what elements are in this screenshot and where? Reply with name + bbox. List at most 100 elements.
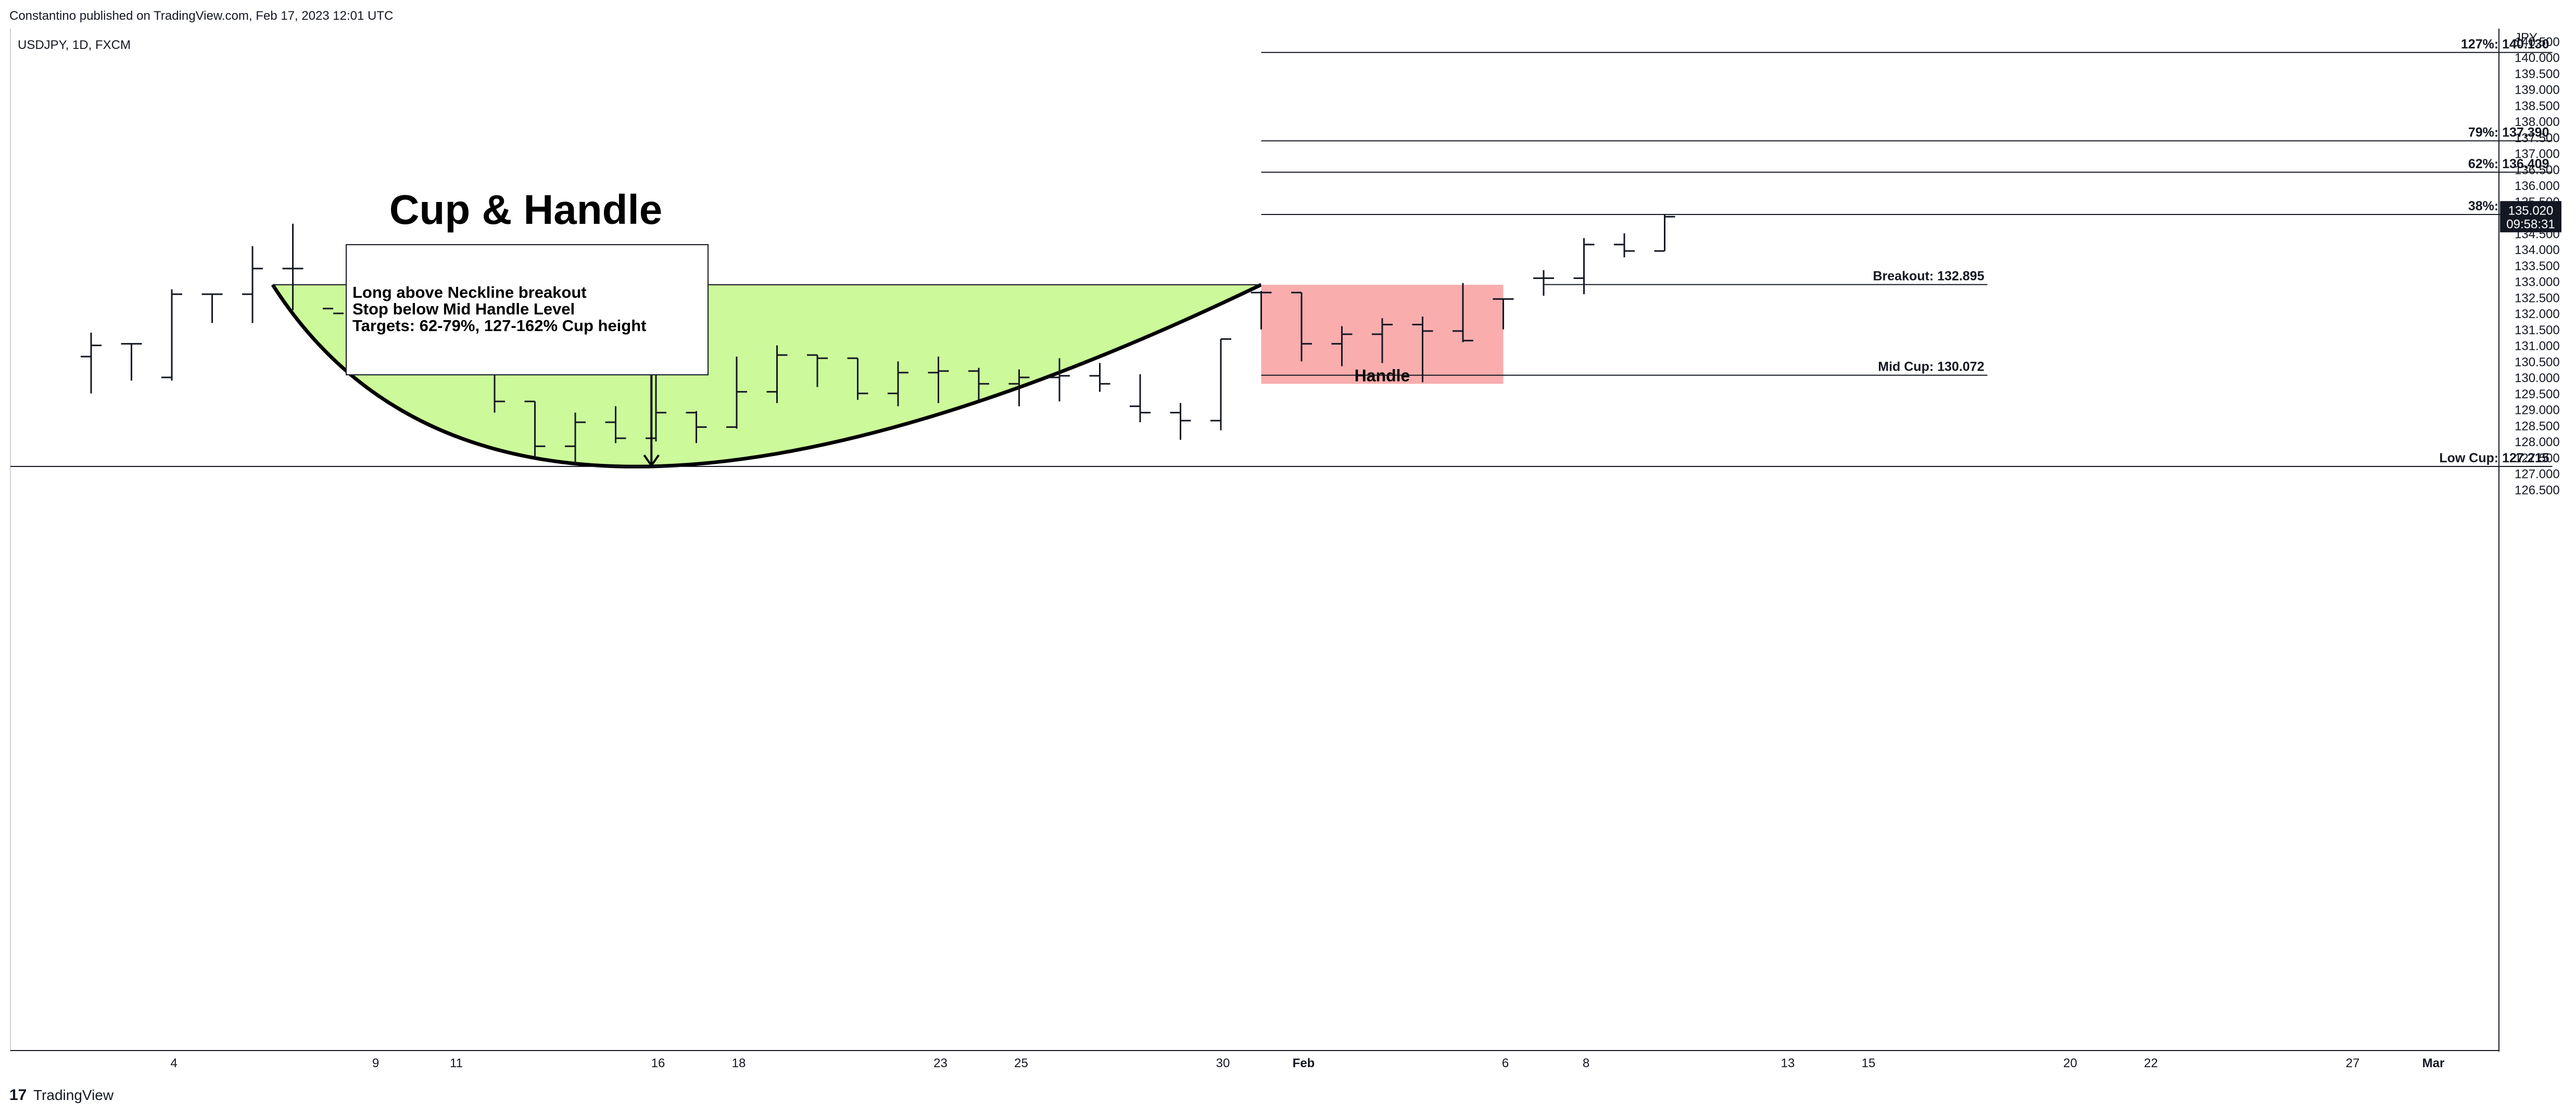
axis-currency-label: JPY	[2515, 31, 2537, 45]
price-tick-label: 126.500	[2515, 483, 2560, 497]
price-tick-label: 136.500	[2515, 163, 2560, 177]
ohlc-bar	[807, 354, 828, 387]
info-line-1: Long above Neckline breakout	[352, 283, 587, 301]
ohlc-bar	[1372, 318, 1393, 363]
price-tick-label: 136.000	[2515, 179, 2560, 193]
ohlc-bar	[282, 223, 304, 310]
price-tick-label: 138.500	[2515, 99, 2560, 113]
price-tick-label: 131.500	[2515, 323, 2560, 337]
time-tick-label: 13	[1781, 1056, 1795, 1070]
time-tick-label: 18	[732, 1056, 746, 1070]
last-price-value: 135.020	[2508, 204, 2554, 218]
height-arrow-head-bottom	[643, 454, 660, 467]
ohlc-bar	[605, 406, 626, 444]
price-tick-label: 138.000	[2515, 115, 2560, 129]
ohlc-bars	[81, 214, 1675, 464]
ohlc-bar	[1210, 338, 1231, 431]
price-tick-label: 127.000	[2515, 467, 2560, 482]
price-tick-label: 132.000	[2515, 307, 2560, 321]
time-tick-label: 6	[1502, 1056, 1509, 1070]
ohlc-bar	[686, 411, 707, 444]
time-tick-label: 11	[450, 1056, 463, 1070]
ohlc-bar	[888, 361, 908, 407]
level-label: Low Cup: 127.215	[2439, 451, 2549, 465]
price-tick-label: 134.000	[2515, 243, 2560, 257]
price-tick-label: 132.500	[2515, 291, 2560, 305]
level-label: Breakout: 132.895	[1873, 269, 1984, 284]
ohlc-bar	[1453, 283, 1473, 343]
ohlc-bar	[1412, 317, 1433, 383]
ohlc-bar	[1008, 369, 1030, 407]
price-tick-label: 133.000	[2515, 275, 2560, 289]
tradingview-logo[interactable]: 17 TradingView	[9, 1086, 114, 1104]
info-line-3: Targets: 62-79%, 127-162% Cup height	[352, 317, 647, 335]
publisher-line: Constantino published on TradingView.com…	[9, 9, 393, 23]
time-tick-label: 4	[170, 1056, 177, 1070]
bar-countdown: 09:58:31	[2506, 217, 2555, 231]
chart-title[interactable]: Cup & Handle	[389, 186, 662, 233]
ohlc-bar	[1089, 363, 1110, 392]
time-tick-label: 16	[651, 1056, 665, 1070]
ohlc-bar	[766, 345, 788, 403]
ohlc-bar	[1331, 326, 1353, 366]
price-tick-label: 130.000	[2515, 371, 2560, 385]
price-tick-label: 127.500	[2515, 451, 2560, 465]
level-label: 127%: 140.130	[2461, 37, 2549, 52]
ohlc-bar	[1170, 403, 1191, 440]
ohlc-bar	[1130, 374, 1151, 423]
time-tick-label: 25	[1014, 1056, 1028, 1070]
time-tick-label: 9	[372, 1056, 379, 1070]
time-tick-label: Feb	[1293, 1056, 1315, 1070]
price-tick-label: 128.500	[2515, 419, 2560, 433]
price-tick-label: 140.500	[2515, 35, 2560, 49]
price-tick-label: 137.000	[2515, 147, 2560, 161]
last-price-box	[2500, 201, 2561, 233]
price-tick-label: 129.500	[2515, 387, 2560, 401]
price-tick-label: 130.500	[2515, 355, 2560, 369]
symbol-legend[interactable]: USDJPY, 1D, FXCM	[18, 38, 131, 52]
ohlc-bar	[1573, 238, 1595, 295]
ohlc-bar	[323, 308, 344, 314]
ohlc-bar	[524, 400, 546, 458]
ohlc-bar	[968, 368, 989, 400]
ohlc-bar	[1251, 290, 1272, 330]
ohlc-bar	[565, 412, 586, 464]
ohlc-bar	[161, 289, 182, 381]
level-label: Mid Cup: 130.072	[1878, 360, 1984, 374]
price-axis[interactable]: JPY 140.500 140.000 139.500 139.000 138.500 1…	[2515, 31, 2560, 497]
price-tick-label: 129.000	[2515, 403, 2560, 418]
time-tick-label: 27	[2346, 1056, 2360, 1070]
time-tick-label: 22	[2144, 1056, 2158, 1070]
time-tick-label: Mar	[2422, 1056, 2445, 1070]
tradingview-wordmark: TradingView	[33, 1087, 114, 1103]
ohlc-bar	[242, 246, 263, 323]
time-tick-label: 15	[1862, 1056, 1876, 1070]
info-box-frame	[346, 244, 709, 375]
level-label: 62%: 136.409	[2468, 157, 2549, 171]
price-tick-label: 137.500	[2515, 131, 2560, 145]
info-line-2: Stop below Mid Handle Level	[352, 300, 575, 318]
ohlc-bar	[1533, 270, 1554, 296]
ohlc-bar	[928, 357, 949, 403]
chart-border	[10, 29, 2499, 1052]
ohlc-bar	[847, 357, 868, 400]
level-label: 79%: 137.390	[2468, 125, 2549, 140]
ohlc-bar	[1049, 358, 1070, 402]
time-axis[interactable]: 49111618232530Feb681315202227Mar68131520…	[170, 1056, 2576, 1070]
info-box[interactable]: Long above Neckline breakout Stop below …	[346, 244, 709, 375]
time-tick-label: 8	[1583, 1056, 1589, 1070]
price-tick-label: 139.000	[2515, 83, 2560, 97]
ohlc-bar	[1654, 214, 1675, 252]
time-tick-label: 20	[2063, 1056, 2077, 1070]
ohlc-bar	[1291, 292, 1312, 362]
ohlc-bar	[1493, 298, 1514, 330]
ohlc-bar	[726, 357, 747, 429]
price-tick-label: 133.500	[2515, 259, 2560, 273]
time-tick-label: 30	[1216, 1056, 1230, 1070]
price-tick-label: 128.000	[2515, 435, 2560, 449]
price-tick-label: 140.000	[2515, 51, 2560, 65]
ohlc-bar	[121, 343, 142, 381]
tradingview-logo-icon: 17	[9, 1086, 27, 1104]
